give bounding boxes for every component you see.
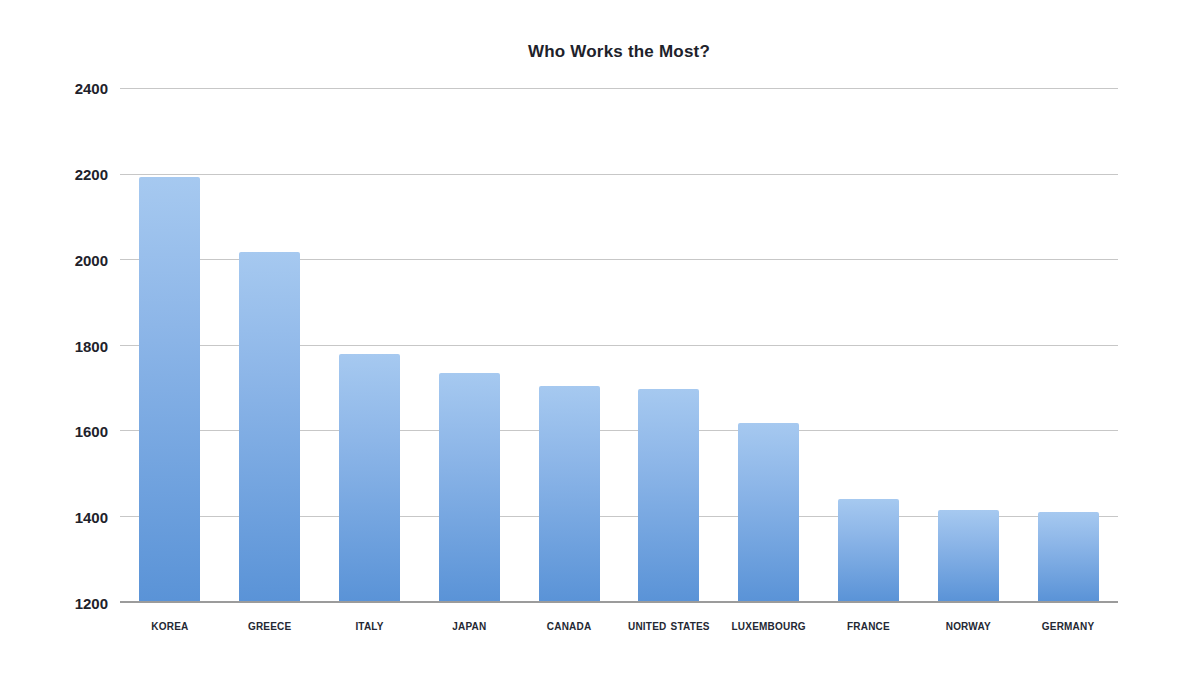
bar-cell-italy (320, 88, 420, 601)
bar-cell-canada (519, 88, 619, 601)
plot-area (120, 88, 1118, 603)
bar-norway (938, 510, 999, 601)
bar-italy (339, 354, 400, 601)
bar-germany (1038, 512, 1099, 601)
y-tick-label-2000: 2000 (30, 251, 108, 268)
y-tick-label-2200: 2200 (30, 165, 108, 182)
bar-cell-japan (419, 88, 519, 601)
bar-united-states (638, 389, 699, 601)
bar-luxembourg (738, 423, 799, 601)
bar-japan (439, 373, 500, 601)
chart-title: Who Works the Most? (120, 42, 1118, 62)
y-tick-label-1200: 1200 (30, 595, 108, 612)
bar-cell-korea (120, 88, 220, 601)
bar-france (838, 499, 899, 601)
bar-series (120, 88, 1118, 601)
x-tick-label-greece: greece (220, 616, 320, 634)
x-tick-label-canada: canada (519, 616, 619, 634)
bar-cell-france (819, 88, 919, 601)
bar-greece (239, 252, 300, 601)
x-tick-label-united-states: united states (619, 616, 719, 634)
bar-canada (539, 386, 600, 601)
bar-cell-luxembourg (719, 88, 819, 601)
bar-cell-greece (220, 88, 320, 601)
x-tick-label-norway: norway (918, 616, 1018, 634)
y-tick-label-2400: 2400 (30, 80, 108, 97)
x-axis: koreagreeceitalyjapancanadaunited states… (120, 616, 1118, 634)
x-tick-label-germany: germany (1018, 616, 1118, 634)
x-tick-label-korea: korea (120, 616, 220, 634)
y-tick-label-1400: 1400 (30, 509, 108, 526)
bar-chart: Who Works the Most? 2400 2200 2000 1800 1600… (0, 0, 1200, 696)
bar-cell-germany (1018, 88, 1118, 601)
x-tick-label-france: france (819, 616, 919, 634)
x-tick-label-luxembourg: luxembourg (719, 616, 819, 634)
bar-korea (139, 177, 200, 602)
x-tick-label-japan: japan (419, 616, 519, 634)
y-tick-label-1800: 1800 (30, 337, 108, 354)
y-tick-label-1600: 1600 (30, 423, 108, 440)
x-tick-label-italy: italy (320, 616, 420, 634)
bar-cell-norway (918, 88, 1018, 601)
bar-cell-united-states (619, 88, 719, 601)
y-axis: 2400220020001800160014001200 (30, 88, 108, 603)
